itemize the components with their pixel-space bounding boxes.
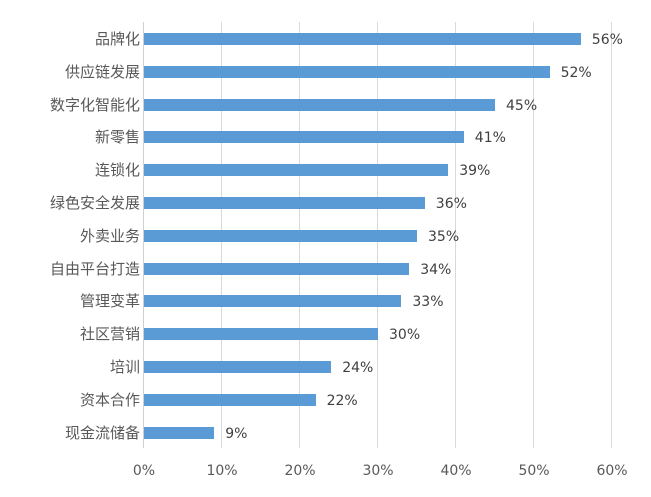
x-tick-label: 60% (596, 463, 628, 479)
category-label: 社区营销 (79, 325, 140, 344)
category-label: 供应链发展 (64, 62, 140, 81)
value-label: 52% (560, 64, 592, 81)
value-label: 45% (506, 97, 538, 114)
gridline (533, 22, 534, 448)
category-label: 培训 (109, 358, 140, 376)
category-label: 管理变革 (79, 292, 140, 311)
bar (144, 426, 215, 439)
bar (144, 197, 425, 209)
category-label: 新零售 (94, 128, 140, 147)
y-axis-line (143, 22, 144, 448)
value-label: 36% (435, 196, 467, 212)
x-tick-label: 40% (440, 463, 472, 479)
x-tick-label: 50% (518, 463, 550, 479)
category-label: 绿色安全发展 (49, 194, 140, 212)
value-label: 22% (326, 392, 358, 409)
value-label: 34% (420, 261, 452, 278)
value-label: 33% (412, 294, 444, 311)
value-label: 24% (342, 360, 374, 376)
value-label: 41% (474, 130, 506, 147)
x-tick-label: 30% (362, 463, 394, 479)
bar (144, 33, 581, 45)
gridline (455, 22, 456, 448)
bar (144, 65, 550, 78)
bar (144, 393, 316, 406)
bar (144, 328, 378, 341)
category-label: 品牌化 (94, 30, 140, 48)
category-label: 外卖业务 (79, 226, 140, 245)
bar (144, 98, 495, 111)
category-label: 连锁化 (94, 161, 140, 180)
category-label: 自由平台打造 (49, 259, 140, 278)
bar (144, 262, 410, 275)
category-label: 数字化智能化 (49, 95, 140, 114)
x-tick-label: 0% (132, 463, 156, 479)
x-tick-label: 20% (284, 463, 316, 479)
value-label: 56% (591, 32, 623, 48)
value-label: 35% (428, 228, 460, 245)
value-label: 39% (459, 163, 491, 180)
x-tick-label: 10% (206, 463, 238, 479)
value-label: 30% (389, 327, 421, 344)
bar (144, 164, 449, 177)
gridline (611, 22, 612, 448)
category-label: 现金流储备 (64, 423, 140, 442)
bar (144, 131, 464, 144)
bar (144, 361, 332, 373)
category-label: 资本合作 (79, 390, 140, 409)
value-label: 9% (225, 425, 248, 442)
bar (144, 295, 402, 308)
bar (144, 229, 417, 242)
